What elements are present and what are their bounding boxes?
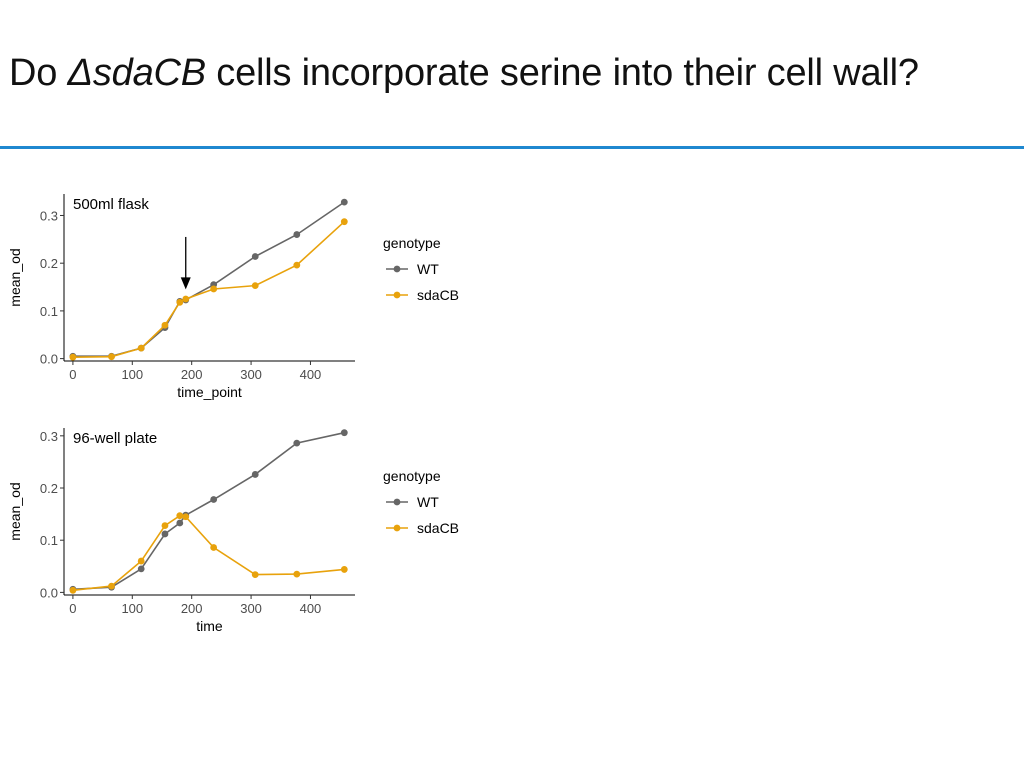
data-point-WT [251, 471, 259, 478]
data-point-sdaCB [251, 282, 259, 290]
y-tick-label: 0.1 [40, 533, 58, 548]
data-point-sdaCB [251, 571, 259, 579]
y-tick-label: 0.1 [40, 304, 58, 319]
data-point-WT [176, 519, 184, 527]
data-point-sdaCB [210, 285, 218, 293]
data-point-WT [210, 496, 218, 503]
legend-label-WT: WT [417, 261, 439, 277]
series-line-sdaCB [72, 221, 345, 358]
data-point-sdaCB [176, 512, 184, 520]
legend-key-point [393, 524, 401, 532]
slide-title: Do ΔsdaCB cells incorporate serine into … [9, 52, 919, 95]
panel-label: 500ml flask [73, 196, 149, 213]
legend-key-point [393, 265, 401, 273]
data-point-sdaCB [137, 344, 145, 352]
data-point-WT [293, 231, 301, 238]
x-tick-label: 400 [300, 601, 322, 616]
legend: genotype WT sdaCB [383, 235, 459, 303]
x-tick-label: 200 [181, 367, 203, 382]
legend-label-sdaCB: sdaCB [417, 287, 459, 303]
legend: genotype WT sdaCB [383, 468, 459, 536]
x-tick-label: 400 [300, 367, 322, 382]
series-line-sdaCB [72, 514, 345, 592]
y-tick-label: 0.0 [40, 352, 58, 367]
data-point-sdaCB [161, 321, 169, 329]
data-point-sdaCB [293, 570, 301, 578]
data-point-WT [293, 439, 301, 447]
legend-label-WT: WT [417, 494, 439, 510]
x-tick-label: 0 [69, 601, 76, 616]
data-point-sdaCB [340, 566, 348, 573]
y-tick-label: 0.2 [40, 481, 58, 496]
annotation-arrow-head [180, 277, 191, 290]
data-point-sdaCB [210, 544, 218, 551]
data-point-sdaCB [182, 513, 190, 521]
y-axis-title: mean_od [7, 482, 23, 540]
x-tick-label: 0 [69, 367, 76, 382]
chart-panel-2: 0.0 0.1 0.2 0.3 0 100 200 300 400 time mean_od 96-w… [7, 428, 459, 634]
x-tick-label: 100 [121, 367, 143, 382]
title-suffix: cells incorporate serine into their cell… [205, 52, 919, 94]
y-tick-label: 0.0 [40, 585, 58, 600]
x-tick-label: 300 [240, 367, 262, 382]
data-point-sdaCB [69, 353, 77, 361]
data-point-sdaCB [108, 353, 115, 361]
legend-label-sdaCB: sdaCB [417, 520, 459, 536]
series-line-WT [72, 431, 345, 591]
data-point-WT [340, 198, 348, 206]
panel-label: 96-well plate [73, 430, 157, 447]
y-tick-label: 0.2 [40, 256, 58, 271]
data-point-sdaCB [137, 557, 145, 565]
x-tick-label: 100 [121, 601, 143, 616]
data-point-sdaCB [293, 261, 301, 269]
data-point-sdaCB [108, 582, 115, 590]
y-tick-label: 0.3 [40, 208, 58, 223]
chart-panel-1: 0.0 0.1 0.2 0.3 0 100 200 300 400 time_point mean_… [7, 194, 459, 400]
data-point-WT [161, 530, 169, 538]
data-point-sdaCB [161, 522, 169, 529]
data-point-sdaCB [340, 218, 348, 226]
legend-key-point [393, 498, 401, 506]
y-tick-label: 0.3 [40, 429, 58, 444]
title-divider [0, 146, 1024, 149]
data-point-WT [251, 253, 259, 260]
y-axis-title: mean_od [7, 248, 23, 306]
data-point-WT [340, 429, 348, 437]
series-line-WT [72, 201, 345, 357]
x-tick-label: 300 [240, 601, 262, 616]
x-tick-label: 200 [181, 601, 203, 616]
title-gene-name: ΔsdaCB [67, 52, 207, 94]
od-growth-curves-figure: 0.0 0.1 0.2 0.3 0 100 200 300 400 time_point mean_… [7, 194, 459, 634]
x-axis-title: time_point [177, 384, 242, 400]
data-point-WT [137, 565, 145, 573]
legend-key-point [393, 291, 401, 299]
x-axis-title: time [196, 618, 223, 634]
data-point-sdaCB [176, 298, 184, 306]
data-point-sdaCB [182, 295, 190, 303]
legend-title: genotype [383, 235, 441, 251]
legend-title: genotype [383, 468, 441, 484]
title-prefix: Do [9, 52, 68, 94]
data-point-sdaCB [69, 586, 77, 594]
